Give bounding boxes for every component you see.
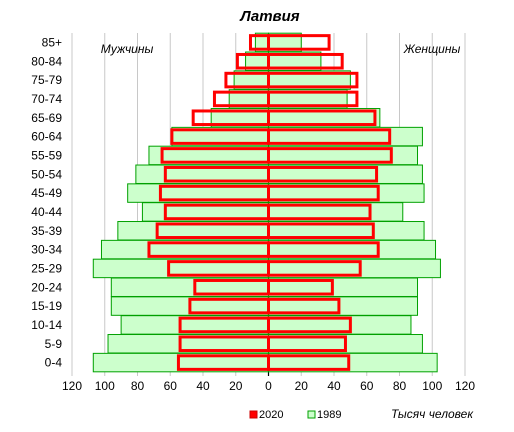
age-group-label: 35-39 [31,224,62,238]
age-group-label: 25-29 [31,261,62,275]
x-tick-label: 80 [131,379,145,393]
legend: 2020 1989 [249,409,341,421]
legend-label-2020: 2020 [259,409,283,421]
x-tick-label: 20 [295,379,309,393]
male-label: Мужчины [101,42,154,56]
legend-swatch-2020 [249,410,258,419]
x-tick-label: 100 [95,379,115,393]
x-tick-label: 80 [393,379,407,393]
bar-2020-female-80-84 [267,52,344,70]
bar-2020-female-15-19 [267,297,341,315]
age-group-label: 80-84 [31,54,62,68]
y-tick-labels: 0-4 5-9 10-14 15-19 20-24 25-29 30-34 35-39 40-4… [31,35,62,369]
bar-2020-female-50-54 [267,165,379,183]
bar-2020-female-85+ [267,34,331,51]
age-group-label: 75-79 [31,73,62,87]
x-tick-label: 20 [229,379,243,393]
bars [92,32,441,373]
age-group-label: 30-34 [31,243,62,257]
chart-title: Латвия [239,8,299,25]
bar-2020-female-75-79 [267,71,359,89]
age-group-label: 0-4 [45,356,63,370]
x-tick-label: 100 [422,379,442,393]
bar-2020-female-10-14 [267,316,352,334]
bar-2020-female-35-39 [267,222,375,240]
bar-2020-female-0-4 [267,354,351,371]
age-group-label: 10-14 [31,318,62,332]
bar-2020-female-40-44 [267,203,372,221]
age-group-label: 70-74 [31,92,62,106]
age-group-label: 15-19 [31,299,62,313]
legend-swatch-1989 [307,410,316,419]
bar-2020-female-20-24 [267,278,334,296]
legend-label-1989: 1989 [317,409,341,421]
x-tick-label: 60 [164,379,178,393]
age-group-label: 50-54 [31,167,62,181]
age-group-label: 5-9 [45,337,63,351]
bar-2020-female-65-69 [267,109,377,127]
x-tick-label: 40 [196,379,210,393]
age-group-label: 20-24 [31,280,62,294]
x-unit-label: Тысяч человек [391,407,474,421]
bar-2020-female-55-59 [267,147,393,164]
age-group-label: 55-59 [31,148,62,162]
bar-2020-female-30-34 [267,241,380,258]
bar-2020-female-45-49 [267,184,380,202]
x-tick-label: 120 [455,379,475,393]
age-group-label: 65-69 [31,111,62,125]
bar-2020-female-60-64 [267,128,392,145]
x-tick-label: 120 [62,379,82,393]
female-label: Женщины [403,42,461,56]
age-group-label: 85+ [42,35,62,49]
x-tick-label: 40 [327,379,341,393]
bar-2020-female-70-74 [267,90,359,108]
bar-2020-female-5-9 [267,335,347,353]
age-group-label: 45-49 [31,186,62,200]
age-group-label: 60-64 [31,130,62,144]
bar-2020-female-25-29 [267,260,362,277]
x-tick-label: 60 [360,379,374,393]
x-tick-label: 0 [265,379,272,393]
age-group-label: 40-44 [31,205,62,219]
x-tick-labels: 120 100 80 60 40 20 0 20 40 60 80 100 120 [62,379,475,393]
